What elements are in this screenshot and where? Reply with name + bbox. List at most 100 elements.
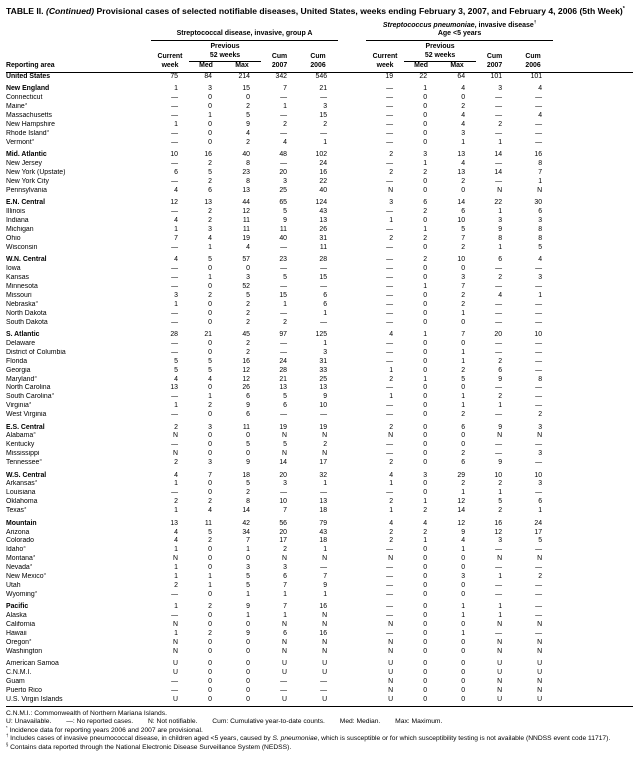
value-cell: 0 [208, 103, 212, 111]
value-cell: — [386, 129, 394, 137]
value-cell: 8 [538, 234, 543, 242]
column-gap-cell [338, 160, 366, 169]
value-cell: 8 [538, 226, 543, 233]
value-cell: 4 [389, 471, 394, 479]
value-cell: — [535, 339, 543, 347]
value-cell: 2 [498, 480, 503, 488]
value-cell: 22 [494, 199, 503, 207]
value-cell: 2 [498, 357, 503, 365]
value-cell: 0 [423, 138, 428, 146]
value-cell: 0 [461, 432, 466, 440]
value-cell: — [386, 121, 394, 129]
filler-cell [553, 208, 633, 217]
value-cell: 10 [457, 256, 466, 264]
value-cell: 125 [315, 330, 328, 338]
value-cell: — [171, 160, 178, 168]
value-cell: 3 [461, 129, 466, 137]
value-cell: 1 [246, 546, 250, 554]
value-cell: — [535, 318, 543, 326]
value-cell: 1 [538, 291, 543, 299]
reporting-area-cell: Kentucky [6, 441, 35, 449]
filler-cell [553, 600, 633, 612]
filler-cell [553, 498, 633, 507]
value-cell: 0 [246, 555, 250, 563]
footnote-line: * Incidence data for reporting years 200… [6, 724, 203, 734]
table-row: Arizona 4 5 34 20 43 2 2 9 12 17 [6, 529, 633, 538]
col-2007-b: 2007 [476, 61, 514, 73]
filler-cell [553, 217, 633, 226]
value-cell: — [280, 112, 287, 120]
value-cell: — [535, 357, 543, 365]
value-cell: 5 [208, 256, 212, 264]
value-cell: 1 [461, 348, 466, 356]
value-cell: 3 [461, 573, 466, 581]
value-cell: 3 [423, 151, 428, 159]
value-cell: 3 [208, 423, 212, 431]
value-cell: 13 [319, 217, 328, 225]
value-cell: — [386, 112, 394, 120]
reporting-area-cell: Colorado [6, 537, 34, 545]
value-cell: 18 [319, 537, 328, 545]
value-cell: — [280, 339, 287, 347]
column-gap-cell [338, 489, 366, 498]
reporting-area-cell: California [6, 621, 36, 629]
footnote-line: C.N.M.I.: Commonwealth of Northern Maria… [6, 709, 167, 717]
value-cell: 2 [246, 103, 250, 111]
value-cell: 7 [283, 581, 287, 589]
value-cell: — [386, 489, 394, 497]
value-cell: 5 [208, 357, 212, 365]
value-cell: 4 [538, 85, 543, 93]
value-cell: 2 [283, 318, 287, 326]
column-gap-cell [338, 564, 366, 573]
reporting-area-cell: Kansas [6, 274, 29, 282]
value-cell: 5 [174, 357, 178, 365]
value-cell: 5 [538, 537, 543, 545]
column-gap-cell [338, 301, 366, 310]
value-cell: — [171, 265, 178, 273]
table-row: Nevada§ 1 0 3 3 — — 0 0 — — [6, 564, 633, 573]
table-row: Louisiana — 0 2 — — — 0 1 1 — [6, 489, 633, 498]
value-cell: 15 [319, 112, 328, 120]
value-cell: 5 [246, 112, 250, 120]
value-cell: 9 [498, 226, 503, 233]
value-cell: 1 [461, 357, 466, 365]
group-b-header: Streptococcus pneumoniae, invasive disea… [366, 20, 554, 41]
value-cell: — [171, 208, 178, 216]
value-cell: 14 [457, 199, 466, 207]
value-cell: 4 [283, 138, 287, 146]
value-cell: — [171, 274, 178, 282]
value-cell: — [280, 489, 287, 497]
table-row: Guam — 0 0 — — N 0 0 N N [6, 678, 633, 687]
value-cell: — [495, 546, 503, 554]
table-row: Maine§ — 0 2 1 3 — 0 2 — — [6, 103, 633, 112]
value-cell: 14 [494, 151, 503, 159]
value-cell: 16 [319, 603, 328, 611]
value-cell: 3 [208, 459, 212, 467]
value-cell: 0 [423, 402, 428, 410]
filler-cell [553, 669, 633, 678]
table-row: Georgia 5 5 12 28 33 1 0 2 6 — [6, 367, 633, 376]
value-cell: 8 [538, 375, 543, 383]
column-gap-cell [338, 340, 366, 349]
value-cell: — [386, 177, 394, 185]
value-cell: 4 [389, 330, 394, 338]
value-cell: — [280, 94, 287, 102]
reporting-area-cell: Idaho§ [6, 546, 26, 554]
reporting-area-cell: Tennessee§ [6, 459, 42, 467]
value-cell: 2 [498, 121, 503, 129]
filler-cell [553, 178, 633, 187]
value-cell: 101 [530, 73, 543, 80]
value-cell: 5 [461, 226, 466, 233]
value-cell: 0 [423, 564, 428, 572]
value-cell: 7 [283, 603, 287, 611]
value-cell: 25 [319, 375, 328, 383]
value-cell: N [282, 555, 287, 563]
value-cell: 44 [242, 199, 250, 207]
value-cell: 43 [319, 208, 328, 216]
value-cell: 4 [461, 160, 466, 168]
value-cell: 12 [242, 208, 250, 216]
value-cell: 0 [208, 384, 212, 392]
value-cell: 1 [389, 507, 394, 515]
value-cell: — [386, 546, 394, 554]
column-gap-cell [338, 367, 366, 376]
